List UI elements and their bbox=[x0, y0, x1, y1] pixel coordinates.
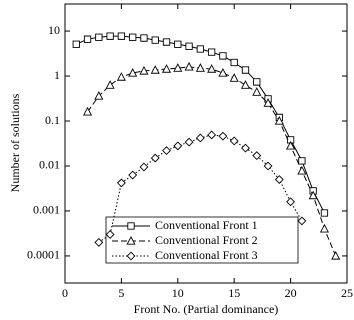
data-point bbox=[150, 153, 160, 163]
series-line bbox=[76, 35, 325, 214]
data-point bbox=[241, 66, 250, 74]
data-point bbox=[286, 140, 296, 150]
x-tick-label: 20 bbox=[285, 286, 297, 300]
y-axis-label: Number of solutions bbox=[8, 93, 22, 192]
data-point bbox=[83, 106, 93, 116]
data-point bbox=[253, 78, 261, 86]
data-point bbox=[274, 175, 284, 184]
legend-box bbox=[105, 216, 299, 264]
data-point bbox=[207, 48, 216, 56]
data-point bbox=[320, 209, 329, 217]
y-tick-label: 10 bbox=[48, 23, 60, 37]
data-point bbox=[263, 98, 273, 107]
x-tick-label: 25 bbox=[341, 286, 353, 300]
data-point bbox=[139, 65, 149, 75]
data-point bbox=[298, 157, 306, 165]
data-point bbox=[174, 40, 182, 48]
data-point bbox=[230, 58, 238, 67]
data-point bbox=[128, 170, 138, 180]
legend-label: Conventional Front 1 bbox=[155, 218, 258, 232]
data-point bbox=[195, 63, 205, 72]
x-axis-label: Front No. (Partial dominance) bbox=[134, 302, 279, 316]
data-point bbox=[286, 136, 295, 144]
data-point bbox=[129, 33, 137, 41]
y-tick-label: 0.001 bbox=[33, 203, 60, 217]
data-point bbox=[117, 32, 126, 40]
data-point bbox=[162, 38, 171, 46]
y-tick-label: 1 bbox=[54, 68, 60, 82]
data-point bbox=[184, 61, 194, 71]
legend-marker bbox=[126, 251, 136, 261]
x-tick-label: 5 bbox=[118, 286, 124, 300]
data-point bbox=[94, 91, 104, 100]
x-tick-label: 0 bbox=[62, 286, 68, 300]
legend-label: Conventional Front 2 bbox=[155, 233, 258, 247]
data-point bbox=[105, 230, 115, 239]
data-point bbox=[319, 223, 329, 233]
data-point bbox=[229, 136, 239, 146]
x-tick-label: 15 bbox=[228, 286, 240, 300]
data-point bbox=[72, 40, 80, 48]
data-point bbox=[94, 237, 104, 247]
data-point bbox=[83, 35, 92, 43]
legend-marker bbox=[127, 222, 135, 230]
data-point bbox=[297, 216, 307, 226]
data-point bbox=[196, 45, 205, 53]
x-tick-label: 10 bbox=[172, 286, 184, 300]
data-point bbox=[105, 80, 115, 89]
data-point bbox=[173, 63, 183, 72]
data-point bbox=[207, 130, 217, 140]
data-point bbox=[308, 190, 318, 200]
y-tick-label: 0.1 bbox=[45, 113, 60, 127]
data-point bbox=[218, 68, 228, 77]
legend-label: Conventional Front 3 bbox=[155, 248, 258, 262]
data-point bbox=[116, 72, 126, 81]
data-point bbox=[252, 151, 262, 161]
data-point bbox=[195, 133, 205, 143]
data-point bbox=[116, 178, 126, 188]
data-point bbox=[173, 141, 183, 151]
data-point bbox=[95, 33, 103, 41]
legend-marker bbox=[126, 236, 136, 245]
data-point bbox=[162, 146, 171, 156]
data-point bbox=[151, 36, 159, 44]
data-point bbox=[219, 52, 227, 60]
data-point bbox=[161, 64, 172, 73]
data-point bbox=[297, 165, 307, 175]
data-point bbox=[140, 34, 148, 42]
data-point bbox=[274, 116, 284, 125]
data-point bbox=[207, 64, 217, 73]
y-tick-label: 0.0001 bbox=[27, 248, 60, 262]
data-point bbox=[331, 250, 341, 260]
data-point bbox=[241, 143, 250, 153]
plot-frame bbox=[64, 3, 348, 284]
data-point bbox=[240, 80, 251, 89]
data-point bbox=[139, 162, 149, 172]
data-point bbox=[252, 87, 262, 96]
data-point bbox=[185, 42, 193, 50]
data-point bbox=[150, 65, 160, 74]
data-point bbox=[106, 32, 114, 40]
data-point bbox=[184, 137, 194, 147]
data-point bbox=[263, 161, 273, 171]
data-point bbox=[229, 73, 239, 82]
y-tick-label: 0.01 bbox=[39, 158, 60, 172]
data-point bbox=[218, 131, 228, 141]
data-point bbox=[286, 197, 296, 207]
data-point bbox=[128, 68, 138, 77]
